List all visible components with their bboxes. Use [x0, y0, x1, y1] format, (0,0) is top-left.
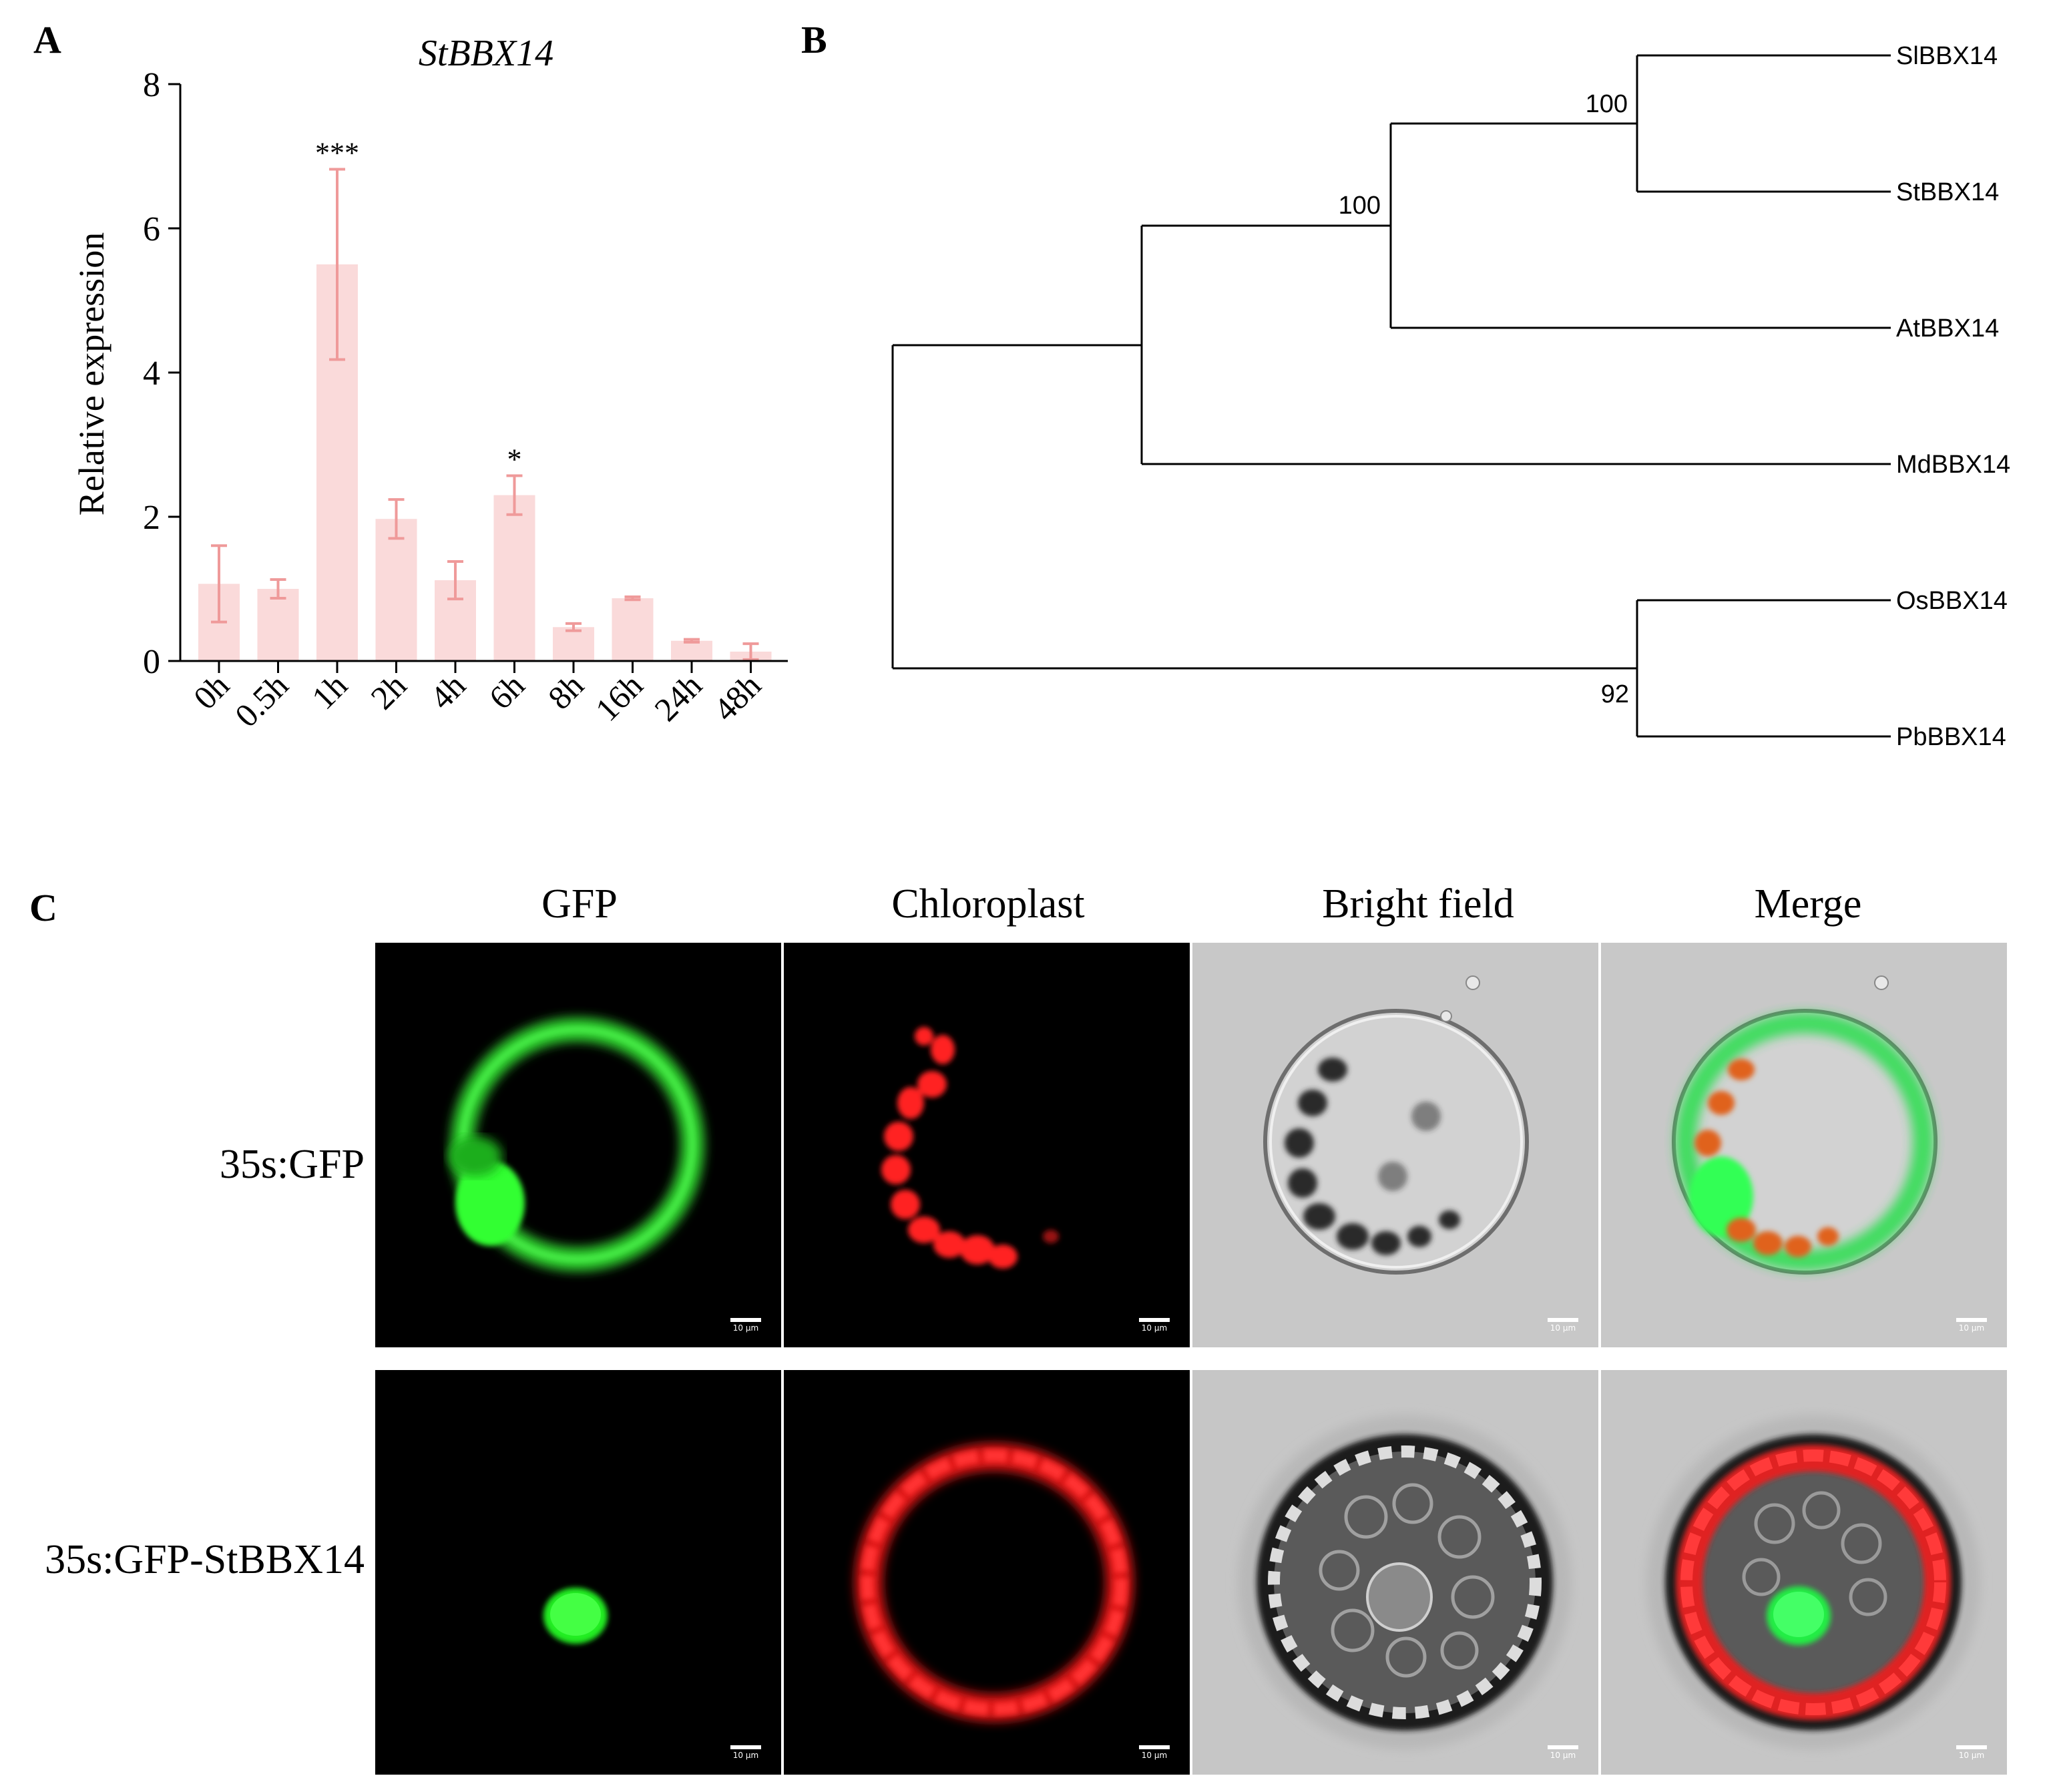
scale-bar: 10 μm	[1139, 1318, 1170, 1333]
y-tick-label: 6	[143, 210, 160, 248]
column-header-bright-field: Bright field	[1322, 881, 1514, 927]
scale-bar: 10 μm	[730, 1318, 761, 1333]
column-header-gfp: GFP	[541, 881, 618, 927]
tree-leaf-label: OsBBX14	[1896, 587, 2008, 615]
bootstrap-label: 92	[1601, 680, 1629, 708]
bar	[493, 495, 535, 661]
micrograph-chloroplast-35s-gfp: 10 μm	[784, 943, 1190, 1347]
tree-leaf-label: MdBBX14	[1896, 451, 2010, 479]
significance-label: *	[507, 443, 522, 475]
micrograph-merge-35s-gfp: 10 μm	[1601, 943, 2007, 1347]
scale-bar: 10 μm	[1956, 1745, 1987, 1760]
panel-b-letter: B	[801, 18, 827, 61]
scale-bar: 10 μm	[1139, 1745, 1170, 1760]
y-tick-label: 4	[143, 355, 160, 393]
micrograph-bright-field-35s-gfp-stbbx14: 10 μm	[1192, 1370, 1598, 1775]
bar	[671, 640, 712, 661]
y-tick-label: 2	[143, 499, 160, 537]
bar	[257, 589, 299, 661]
y-tick-label: 8	[143, 66, 160, 104]
bootstrap-label: 100	[1586, 90, 1628, 118]
row-label-35s-gfp: 35s:GFP	[219, 1142, 365, 1187]
phylogenetic-tree: 100 100 92 SlBBX14 StBBX14 AtBBX14 MdBBX…	[891, 42, 2010, 751]
scale-bar: 10 μm	[1956, 1318, 1987, 1333]
scale-bar: 10 μm	[1548, 1318, 1578, 1333]
y-tick-label: 0	[143, 643, 160, 681]
tree-leaf-label: PbBBX14	[1896, 723, 2006, 751]
micrograph-bright-field-35s-gfp: 10 μm	[1192, 943, 1598, 1347]
column-header-chloroplast: Chloroplast	[891, 881, 1085, 927]
significance-label: ***	[315, 136, 359, 169]
tree-leaf-label: StBBX14	[1896, 178, 1999, 206]
bootstrap-label: 100	[1339, 192, 1381, 220]
chart-y-axis-label: Relative expression	[71, 232, 111, 515]
chart-title: StBBX14	[419, 33, 553, 74]
tree-leaf-label: SlBBX14	[1896, 42, 1998, 70]
tree-leaf-label: AtBBX14	[1896, 314, 1999, 343]
bar-chart: StBBX14 Relative expression 0h0.5h***1h 2…	[71, 33, 788, 734]
bar	[553, 627, 594, 661]
row-label-35s-gfp-stbbx14: 35s:GFP-StBBX14	[45, 1537, 365, 1582]
bar	[375, 519, 417, 661]
column-header-merge: Merge	[1754, 881, 1862, 927]
micrograph-chloroplast-35s-gfp-stbbx14: 10 μm	[784, 1370, 1190, 1775]
panel-c-letter: C	[29, 886, 57, 929]
bar	[612, 598, 654, 661]
micrograph-merge-35s-gfp-stbbx14: 10 μm	[1601, 1370, 2007, 1775]
micrograph-gfp-35s-gfp: 10 μm	[375, 943, 781, 1347]
panel-a-letter: A	[33, 18, 61, 61]
scale-bar: 10 μm	[1548, 1745, 1578, 1760]
micrograph-gfp-35s-gfp-stbbx14: 10 μm	[375, 1370, 781, 1775]
scale-bar: 10 μm	[730, 1745, 761, 1760]
